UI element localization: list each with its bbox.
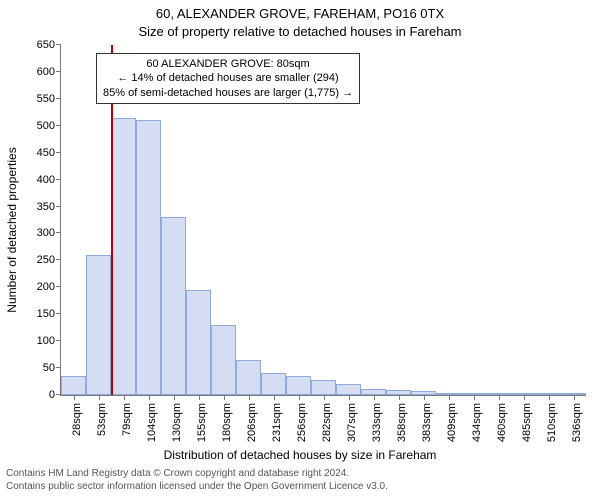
x-tick-mark [149, 395, 150, 400]
x-tick-mark [299, 395, 300, 400]
y-tick-mark [56, 232, 61, 233]
footer-line1: Contains HM Land Registry data © Crown c… [6, 468, 349, 479]
x-tick-mark [224, 395, 225, 400]
x-tick-label: 180sqm [221, 403, 233, 442]
y-tick-label: 650 [37, 39, 55, 51]
x-tick-label: 536sqm [571, 403, 583, 442]
x-tick-label: 206sqm [246, 403, 258, 442]
y-tick-label: 350 [37, 201, 55, 213]
x-tick-mark [424, 395, 425, 400]
x-tick-mark [99, 395, 100, 400]
x-tick-label: 307sqm [346, 403, 358, 442]
annotation-line1: 60 ALEXANDER GROVE: 80sqm [146, 58, 309, 70]
x-tick-mark [524, 395, 525, 400]
x-tick-mark [74, 395, 75, 400]
x-tick-label: 53sqm [96, 403, 108, 436]
x-tick-label: 155sqm [196, 403, 208, 442]
x-tick-label: 358sqm [396, 403, 408, 442]
y-tick-mark [56, 340, 61, 341]
chart-title-main: 60, ALEXANDER GROVE, FAREHAM, PO16 0TX [0, 6, 600, 21]
x-tick-label: 256sqm [296, 403, 308, 442]
y-tick-label: 150 [37, 308, 55, 320]
y-tick-label: 550 [37, 93, 55, 105]
x-tick-label: 434sqm [471, 403, 483, 442]
annotation-line2: ← 14% of detached houses are smaller (29… [117, 72, 338, 84]
y-tick-label: 300 [37, 227, 55, 239]
x-tick-mark [374, 395, 375, 400]
histogram-bar [161, 217, 186, 395]
x-tick-mark [174, 395, 175, 400]
y-tick-label: 450 [37, 147, 55, 159]
histogram-bar [311, 380, 336, 395]
x-tick-label: 485sqm [521, 403, 533, 442]
y-tick-mark [56, 179, 61, 180]
y-tick-label: 500 [37, 120, 55, 132]
x-tick-label: 130sqm [171, 403, 183, 442]
y-tick-mark [56, 286, 61, 287]
y-axis-label: Number of detached properties [5, 147, 19, 312]
histogram-bar [286, 376, 311, 395]
x-tick-label: 383sqm [421, 403, 433, 442]
y-tick-mark [56, 313, 61, 314]
histogram-bar [61, 376, 86, 395]
x-tick-label: 282sqm [321, 403, 333, 442]
histogram-bar [261, 373, 286, 395]
x-tick-mark [249, 395, 250, 400]
histogram-bar [211, 325, 236, 395]
x-tick-label: 510sqm [546, 403, 558, 442]
y-tick-mark [56, 152, 61, 153]
y-tick-label: 0 [49, 389, 55, 401]
histogram-bar [136, 120, 161, 395]
histogram-bar [186, 290, 211, 395]
y-tick-label: 250 [37, 254, 55, 266]
histogram-bar [111, 118, 136, 395]
y-tick-mark [56, 71, 61, 72]
histogram-bar [86, 255, 111, 395]
x-tick-mark [549, 395, 550, 400]
y-tick-label: 600 [37, 66, 55, 78]
x-tick-label: 333sqm [371, 403, 383, 442]
y-tick-label: 50 [43, 362, 55, 374]
plot-area: 0501001502002503003504004505005506006502… [60, 45, 586, 396]
x-tick-mark [124, 395, 125, 400]
x-tick-mark [574, 395, 575, 400]
x-tick-mark [474, 395, 475, 400]
y-tick-label: 100 [37, 335, 55, 347]
y-tick-mark [56, 44, 61, 45]
x-tick-mark [199, 395, 200, 400]
x-tick-label: 460sqm [496, 403, 508, 442]
x-axis-label: Distribution of detached houses by size … [0, 448, 600, 462]
histogram-bar [236, 360, 261, 395]
x-tick-label: 104sqm [146, 403, 158, 442]
chart-title-sub: Size of property relative to detached ho… [0, 24, 600, 39]
annotation-line3: 85% of semi-detached houses are larger (… [103, 87, 353, 99]
y-tick-mark [56, 125, 61, 126]
x-tick-mark [499, 395, 500, 400]
x-tick-label: 28sqm [71, 403, 83, 436]
y-tick-label: 400 [37, 174, 55, 186]
y-tick-mark [56, 206, 61, 207]
x-tick-label: 409sqm [446, 403, 458, 442]
x-tick-mark [449, 395, 450, 400]
x-tick-label: 231sqm [271, 403, 283, 442]
x-tick-mark [399, 395, 400, 400]
footer-line2: Contains public sector information licen… [6, 481, 388, 492]
annotation-box: 60 ALEXANDER GROVE: 80sqm ← 14% of detach… [96, 53, 360, 104]
y-tick-mark [56, 367, 61, 368]
histogram-bar [336, 384, 361, 395]
y-tick-label: 200 [37, 281, 55, 293]
x-tick-mark [274, 395, 275, 400]
x-tick-mark [324, 395, 325, 400]
x-tick-mark [349, 395, 350, 400]
y-tick-mark [56, 98, 61, 99]
y-tick-mark [56, 259, 61, 260]
x-tick-label: 79sqm [121, 403, 133, 436]
footer-attribution: Contains HM Land Registry data © Crown c… [6, 468, 388, 493]
